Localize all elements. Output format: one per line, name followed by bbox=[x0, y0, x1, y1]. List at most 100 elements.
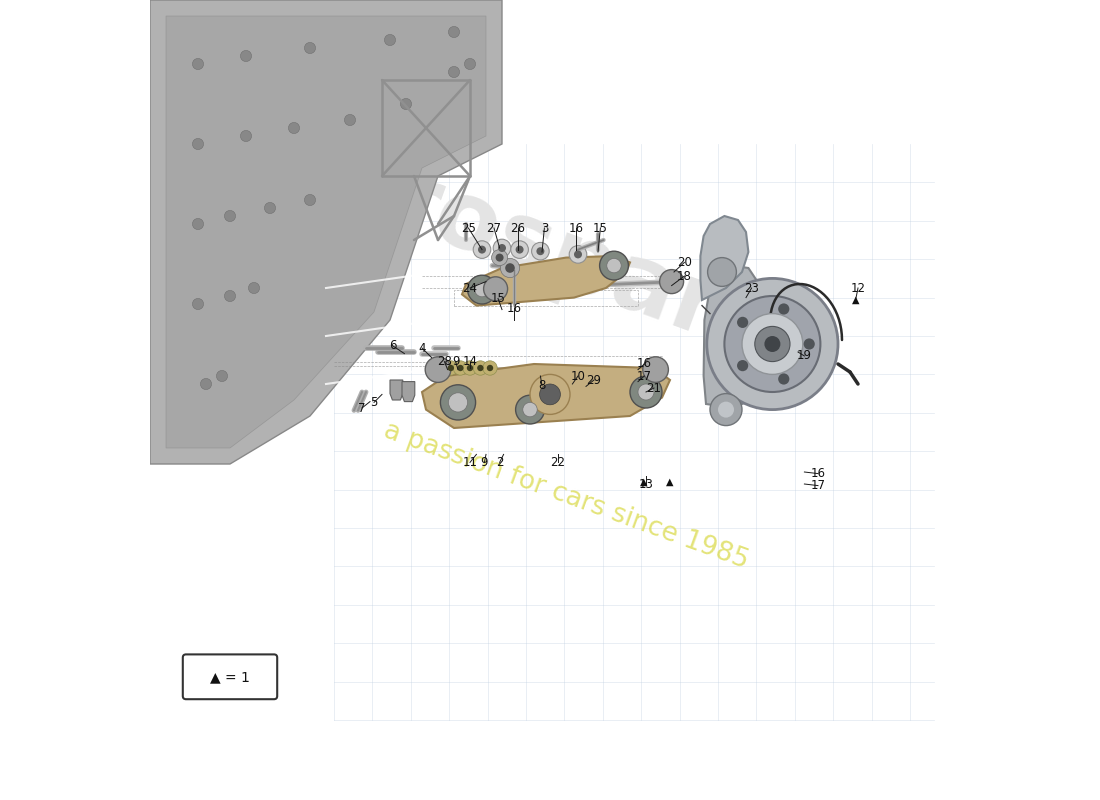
Text: 17: 17 bbox=[637, 370, 652, 382]
Circle shape bbox=[737, 360, 748, 371]
Circle shape bbox=[505, 263, 515, 273]
Text: 12: 12 bbox=[850, 282, 866, 294]
Circle shape bbox=[540, 384, 560, 405]
Circle shape bbox=[305, 42, 316, 54]
Text: 15: 15 bbox=[593, 222, 608, 234]
Circle shape bbox=[630, 376, 662, 408]
Circle shape bbox=[493, 239, 510, 257]
Circle shape bbox=[492, 250, 507, 266]
Text: 19: 19 bbox=[796, 350, 812, 362]
Circle shape bbox=[473, 361, 487, 375]
Circle shape bbox=[642, 357, 669, 382]
Circle shape bbox=[516, 395, 544, 424]
Circle shape bbox=[443, 361, 458, 375]
Text: 29: 29 bbox=[586, 374, 602, 386]
FancyBboxPatch shape bbox=[183, 654, 277, 699]
Text: 2: 2 bbox=[496, 456, 504, 469]
Text: 16: 16 bbox=[506, 302, 521, 314]
Polygon shape bbox=[402, 382, 415, 402]
Circle shape bbox=[453, 361, 468, 375]
Circle shape bbox=[192, 58, 204, 70]
Text: ▲ = 1: ▲ = 1 bbox=[210, 670, 250, 684]
Text: 9: 9 bbox=[481, 456, 488, 469]
Text: 8: 8 bbox=[538, 379, 546, 392]
Text: 20: 20 bbox=[676, 256, 692, 269]
Circle shape bbox=[344, 114, 355, 126]
Circle shape bbox=[477, 365, 484, 371]
Circle shape bbox=[449, 66, 460, 78]
Circle shape bbox=[478, 246, 486, 254]
Circle shape bbox=[475, 282, 490, 297]
Circle shape bbox=[449, 393, 468, 412]
Circle shape bbox=[718, 402, 734, 418]
Circle shape bbox=[305, 194, 316, 206]
Circle shape bbox=[217, 370, 228, 382]
Circle shape bbox=[498, 244, 506, 252]
Text: ▲: ▲ bbox=[667, 477, 673, 486]
Polygon shape bbox=[390, 380, 403, 400]
Text: 21: 21 bbox=[647, 382, 661, 394]
Circle shape bbox=[778, 374, 790, 385]
Text: 14: 14 bbox=[462, 355, 477, 368]
Circle shape bbox=[249, 282, 260, 294]
Text: 18: 18 bbox=[676, 270, 692, 282]
Circle shape bbox=[426, 357, 451, 382]
Text: a passion for cars since 1985: a passion for cars since 1985 bbox=[379, 418, 752, 574]
Circle shape bbox=[400, 98, 411, 110]
Circle shape bbox=[707, 278, 838, 410]
Text: ▲: ▲ bbox=[851, 295, 859, 305]
Text: 23: 23 bbox=[745, 282, 759, 294]
Polygon shape bbox=[150, 0, 502, 464]
Circle shape bbox=[192, 138, 204, 150]
Circle shape bbox=[737, 317, 748, 328]
Circle shape bbox=[778, 303, 790, 314]
Circle shape bbox=[241, 130, 252, 142]
Circle shape bbox=[607, 258, 621, 273]
Text: 27: 27 bbox=[486, 222, 502, 234]
Circle shape bbox=[458, 365, 463, 371]
Circle shape bbox=[804, 338, 815, 350]
Polygon shape bbox=[704, 266, 758, 408]
Circle shape bbox=[448, 365, 454, 371]
Text: 28: 28 bbox=[437, 355, 452, 368]
Polygon shape bbox=[462, 256, 630, 306]
Text: 13: 13 bbox=[639, 478, 653, 490]
Text: 16: 16 bbox=[811, 467, 825, 480]
Text: 7: 7 bbox=[359, 402, 365, 414]
Text: 6: 6 bbox=[388, 339, 396, 352]
Circle shape bbox=[484, 277, 507, 301]
Circle shape bbox=[660, 270, 683, 294]
Text: 16: 16 bbox=[569, 222, 584, 234]
Text: 22: 22 bbox=[550, 456, 565, 469]
Text: 25: 25 bbox=[461, 222, 476, 234]
Text: 9: 9 bbox=[452, 355, 460, 368]
Text: Eurospares: Eurospares bbox=[253, 110, 847, 402]
Circle shape bbox=[755, 326, 790, 362]
Text: 15: 15 bbox=[491, 292, 505, 305]
Bar bbox=[454, 290, 638, 306]
Text: 24: 24 bbox=[462, 282, 477, 294]
Circle shape bbox=[764, 336, 780, 352]
Circle shape bbox=[473, 241, 491, 258]
Circle shape bbox=[264, 202, 276, 214]
Circle shape bbox=[440, 385, 475, 420]
Circle shape bbox=[600, 251, 628, 280]
Circle shape bbox=[384, 34, 396, 46]
Circle shape bbox=[574, 250, 582, 258]
Circle shape bbox=[500, 258, 519, 278]
Text: 4: 4 bbox=[418, 342, 426, 354]
Text: 3: 3 bbox=[541, 222, 548, 234]
Circle shape bbox=[224, 210, 235, 222]
Circle shape bbox=[710, 394, 742, 426]
Circle shape bbox=[449, 26, 460, 38]
Text: 11: 11 bbox=[462, 456, 477, 469]
Circle shape bbox=[487, 365, 493, 371]
Circle shape bbox=[569, 246, 586, 263]
Text: ▲: ▲ bbox=[640, 477, 647, 486]
Text: 10: 10 bbox=[571, 370, 585, 382]
Circle shape bbox=[224, 290, 235, 302]
Circle shape bbox=[200, 378, 211, 390]
Circle shape bbox=[516, 246, 524, 254]
Circle shape bbox=[496, 254, 504, 262]
Circle shape bbox=[463, 361, 477, 375]
